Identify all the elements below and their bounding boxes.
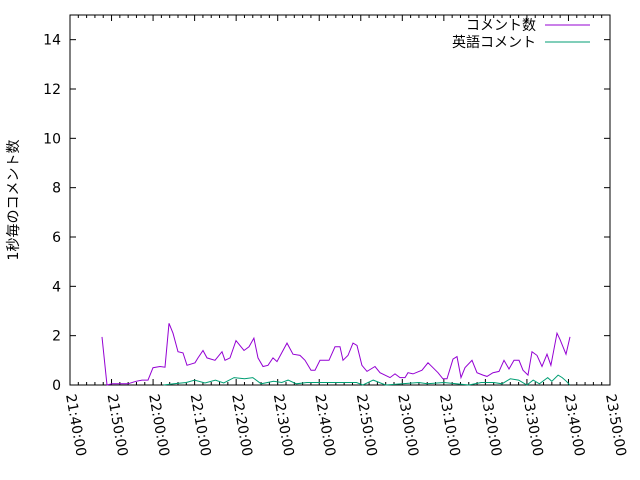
y-tick-label: 12 (43, 82, 61, 98)
x-tick-label: 22:30:00 (270, 393, 297, 458)
legend-label-series-1: コメント数 (466, 18, 536, 34)
x-tick-label: 23:00:00 (394, 393, 421, 458)
x-tick-label: 22:20:00 (228, 393, 255, 458)
y-axis-label: 1秒毎のコメント数 (6, 140, 22, 261)
y-tick-label: 4 (52, 279, 61, 295)
y-tick-label: 14 (43, 33, 61, 49)
legend: コメント数 英語コメント (452, 18, 590, 51)
y-tick-label: 10 (43, 131, 61, 147)
plot-border (69, 14, 611, 386)
y-tick-label: 2 (52, 329, 61, 345)
x-tick-label: 23:30:00 (519, 393, 546, 458)
y-tick-label: 8 (52, 181, 61, 197)
y-tick-label: 0 (52, 378, 61, 394)
series-group (101, 323, 571, 386)
x-tick-label: 23:50:00 (602, 393, 629, 458)
series-line-1 (101, 323, 571, 386)
x-tick-label: 22:50:00 (353, 393, 380, 458)
x-tick-label: 23:10:00 (436, 393, 463, 458)
x-tick-label: 22:40:00 (311, 393, 338, 458)
legend-label-series-2: 英語コメント (452, 34, 536, 51)
y-tick-label: 6 (52, 230, 61, 246)
x-tick-label: 23:20:00 (477, 393, 504, 458)
x-tick-label: 22:10:00 (187, 393, 214, 458)
x-tick-label: 21:50:00 (104, 393, 131, 458)
axis-ticks: 0 2 4 6 8 10 12 14 21:40:00 21:50:00 22:00:00 22:10… (43, 15, 629, 458)
x-tick-label: 22:00:00 (145, 393, 172, 458)
series-line-2 (163, 374, 571, 386)
x-tick-label: 23:40:00 (561, 393, 588, 458)
x-tick-label: 21:40:00 (62, 393, 89, 458)
